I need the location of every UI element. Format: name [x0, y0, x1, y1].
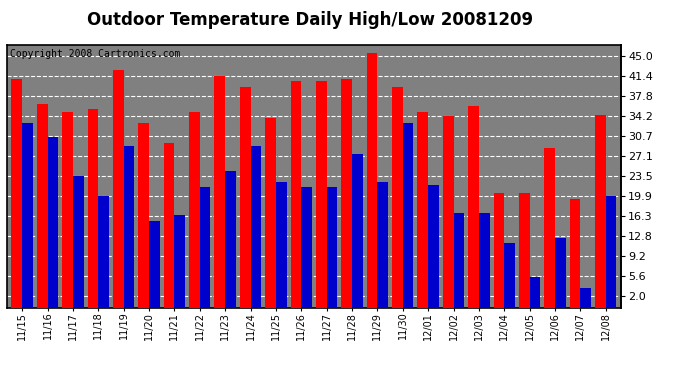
- Bar: [37, 104, 48, 308]
- Bar: [417, 112, 428, 308]
- Bar: [225, 171, 236, 308]
- Bar: [392, 87, 403, 308]
- Bar: [113, 70, 124, 308]
- Bar: [98, 196, 109, 308]
- Bar: [544, 148, 555, 308]
- Bar: [606, 196, 616, 308]
- Bar: [479, 213, 489, 308]
- Bar: [428, 184, 439, 308]
- Bar: [377, 182, 388, 308]
- Bar: [62, 112, 73, 308]
- Bar: [366, 53, 377, 307]
- Bar: [200, 188, 210, 308]
- Bar: [290, 81, 302, 308]
- Bar: [580, 288, 591, 308]
- Bar: [22, 123, 33, 308]
- Bar: [316, 81, 326, 308]
- Bar: [555, 238, 566, 308]
- Bar: [403, 123, 413, 308]
- Bar: [504, 243, 515, 308]
- Bar: [493, 193, 504, 308]
- Bar: [265, 118, 276, 308]
- Bar: [443, 117, 453, 308]
- Text: Outdoor Temperature Daily High/Low 20081209: Outdoor Temperature Daily High/Low 20081…: [88, 11, 533, 29]
- Bar: [175, 215, 185, 308]
- Bar: [570, 199, 580, 308]
- Text: Copyright 2008 Cartronics.com: Copyright 2008 Cartronics.com: [10, 49, 180, 59]
- Bar: [276, 182, 286, 308]
- Bar: [73, 176, 83, 308]
- Bar: [48, 137, 58, 308]
- Bar: [342, 78, 352, 308]
- Bar: [88, 109, 98, 307]
- Bar: [302, 188, 312, 308]
- Bar: [164, 143, 175, 308]
- Bar: [453, 213, 464, 308]
- Bar: [530, 277, 540, 308]
- Bar: [595, 115, 606, 308]
- Bar: [250, 146, 262, 308]
- Bar: [215, 76, 225, 307]
- Bar: [189, 112, 200, 308]
- Bar: [352, 154, 363, 308]
- Bar: [12, 78, 22, 308]
- Bar: [469, 106, 479, 308]
- Bar: [149, 221, 159, 308]
- Bar: [139, 123, 149, 308]
- Bar: [326, 188, 337, 308]
- Bar: [519, 193, 530, 308]
- Bar: [124, 146, 135, 308]
- Bar: [240, 87, 250, 308]
